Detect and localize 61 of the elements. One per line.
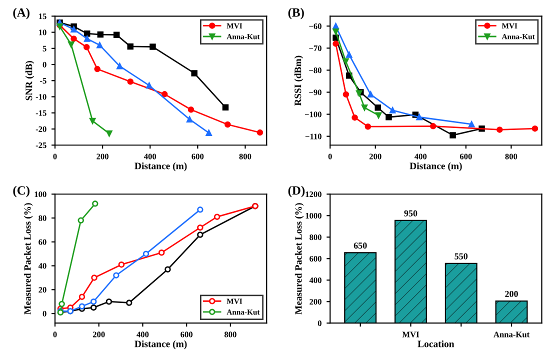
x-axis-title: Distance (m) <box>410 162 462 172</box>
y-tick-label: -5 <box>40 78 46 84</box>
x-tick-label: 400 <box>414 154 427 160</box>
data-label: 650 <box>354 242 367 249</box>
x-tick-label: 0 <box>53 332 57 338</box>
y-tick-label: −80 <box>309 68 322 74</box>
data-label: 550 <box>454 253 468 260</box>
chart-title: (C) <box>13 186 30 198</box>
y-tick-label: 100 <box>34 191 46 198</box>
y-tick-label: −100 <box>304 112 322 118</box>
y-tick-label: -20 <box>36 126 46 132</box>
y-tick-label: 5 <box>42 46 46 52</box>
y-tick-label: −60 <box>309 23 322 30</box>
data-label: 200 <box>505 290 518 297</box>
chart-title: (D) <box>288 186 305 198</box>
y-tick-label: 400 <box>309 277 322 284</box>
x-axis-title: Distance (m) <box>134 340 187 350</box>
y-tick-label: -10 <box>36 94 46 100</box>
y-tick-label: -25 <box>36 142 46 148</box>
x-tick-label: 800 <box>224 332 236 338</box>
chart-title: (A) <box>13 8 30 20</box>
y-tick-label: 600 <box>310 256 322 262</box>
y-axis-title: RSSI (dBm) <box>294 56 304 106</box>
x-tick-label: 600 <box>460 154 472 160</box>
x-tick-label: 800 <box>505 154 518 160</box>
y-axis-title: Measured Packet Loss (%) <box>294 203 304 314</box>
x-tick-label: 600 <box>180 332 193 338</box>
x-tick-label: MVI <box>402 332 420 338</box>
x-tick-label: 0 <box>328 154 332 160</box>
y-tick-label: 800 <box>310 234 322 240</box>
y-tick-label: −70 <box>309 45 322 52</box>
x-tick-label: 0 <box>53 154 57 160</box>
y-tick-label: −110 <box>305 134 322 140</box>
y-tick-label: 15 <box>39 14 46 20</box>
y-tick-label: −90 <box>309 90 322 96</box>
x-tick-label: 400 <box>144 154 156 160</box>
x-tick-label: 600 <box>192 154 204 160</box>
y-tick-label: 200 <box>310 298 322 305</box>
x-tick-label: Anna-Kut <box>494 332 530 338</box>
y-axis-title: SNR (dB) <box>25 60 34 100</box>
y-tick-label: 0 <box>318 320 322 326</box>
y-tick-label: 1000 <box>306 212 322 219</box>
y-tick-label: 1200 <box>306 191 322 198</box>
y-tick-label: 80 <box>38 215 46 221</box>
x-tick-label: 200 <box>92 332 105 338</box>
x-tick-label: 800 <box>239 154 252 160</box>
x-axis-title: Distance (m) <box>134 162 187 172</box>
y-tick-label: 10 <box>39 30 46 36</box>
y-tick-label: 20 <box>38 287 46 293</box>
x-axis-title: Location <box>418 340 454 348</box>
data-label: 950 <box>404 210 418 216</box>
y-tick-label: -15 <box>36 110 46 116</box>
chart-title: (B) <box>288 8 304 20</box>
y-axis-title: Measured Packet Loss (%) <box>24 203 33 314</box>
x-tick-label: 200 <box>96 154 108 160</box>
y-tick-label: 40 <box>38 263 46 269</box>
y-tick-label: 0 <box>42 310 46 317</box>
y-tick-label: 0 <box>42 62 46 68</box>
x-tick-label: 400 <box>136 332 149 338</box>
y-tick-label: 60 <box>38 239 46 245</box>
x-tick-label: 200 <box>369 154 382 160</box>
